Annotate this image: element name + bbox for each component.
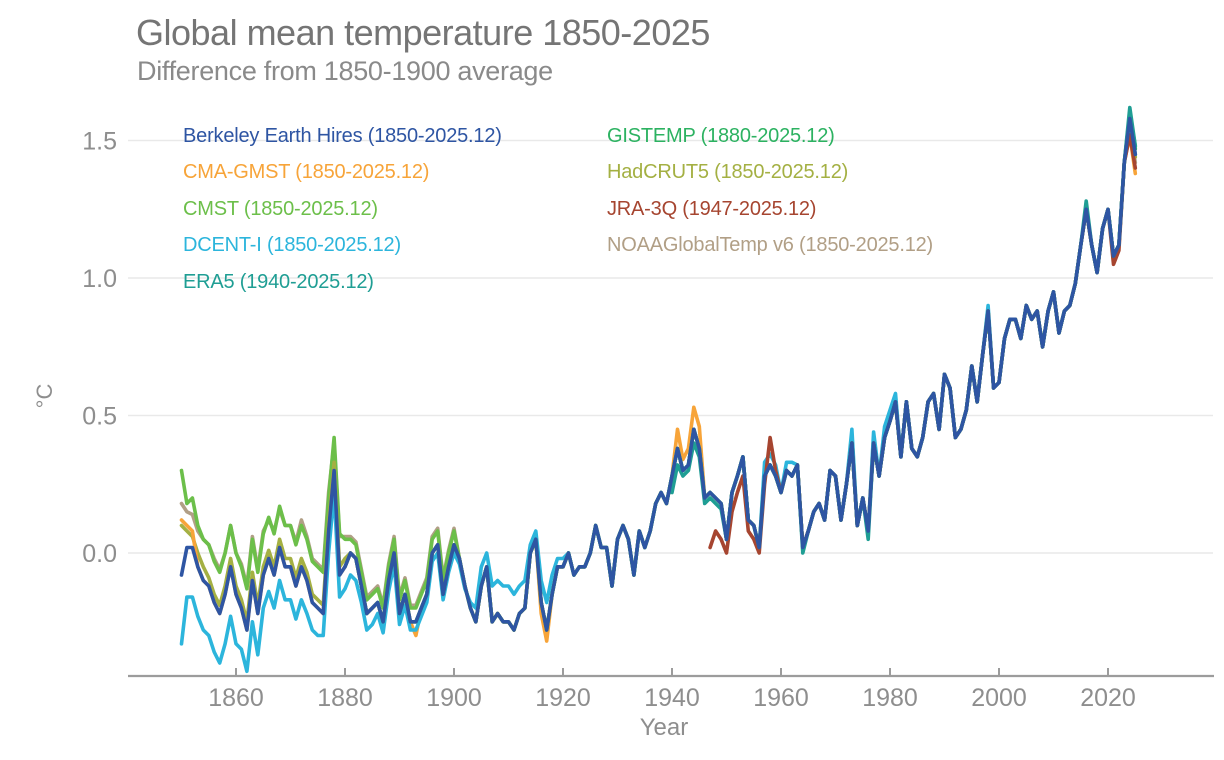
chart-title: Global mean temperature 1850-2025 [136,12,710,53]
legend-item-dcent-i: DCENT-I (1850-2025.12) [183,234,401,257]
legend-column-1: Berkeley Earth Hires (1850-2025.12) CMA-G… [183,118,502,300]
legend-item-cmst: CMST (1850-2025.12) [183,197,378,220]
legend-item-berkeley-earth-hires: Berkeley Earth Hires (1850-2025.12) [183,125,502,147]
x-tick-label: 1880 [317,684,373,712]
legend-item-era5: ERA5 (1940-2025.12) [183,270,374,293]
legend-item-noaaglobaltemp-v6: NOAAGlobalTemp v6 (1850-2025.12) [607,234,934,257]
legend-item-jra-3q: JRA-3Q (1947-2025.12) [607,197,817,220]
x-tick-label: 1980 [862,684,918,712]
x-tick-label: 1900 [426,684,482,712]
legend-column-2: GISTEMP (1880-2025.12) HadCRUT5 (1850-202… [607,118,933,264]
x-tick-label: 1960 [753,684,809,712]
y-tick-label: 0.0 [82,540,117,568]
y-axis-label: °C [32,384,57,409]
series-line-berkeley-earth-hires [179,116,1138,632]
x-axis-label: Year [640,714,689,741]
legend-item-cma-gmst: CMA-GMST (1850-2025.12) [183,161,430,184]
y-tick-label: 0.5 [82,403,117,431]
x-tick-label: 2000 [971,684,1027,712]
legend-item-hadcrut5: HadCRUT5 (1850-2025.12) [607,161,849,184]
x-tick-label: 1920 [535,684,591,712]
y-tick-label: 1.5 [82,128,117,156]
x-tick-label: 2020 [1080,684,1136,712]
y-tick-label: 1.0 [82,265,117,293]
x-tick-label: 1940 [644,684,700,712]
x-tick-label: 1860 [208,684,264,712]
chart-subtitle: Difference from 1850-1900 average [137,56,553,86]
legend-item-gistemp: GISTEMP (1880-2025.12) [607,125,835,147]
